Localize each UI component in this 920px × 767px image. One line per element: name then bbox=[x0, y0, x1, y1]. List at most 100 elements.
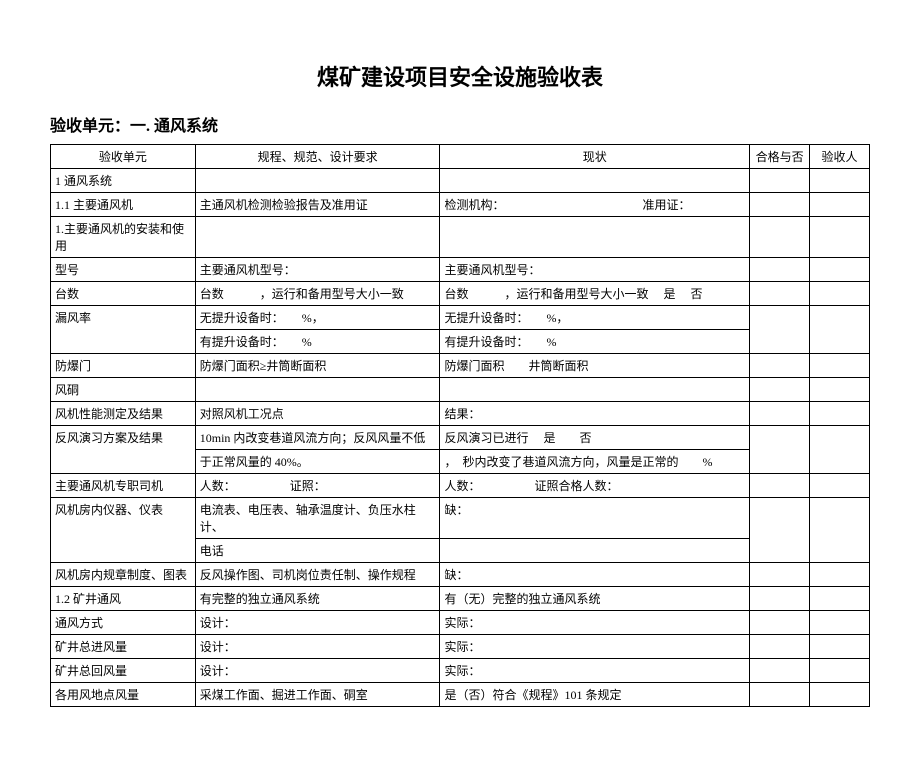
cell-pass bbox=[750, 306, 810, 354]
cell-status bbox=[440, 378, 750, 402]
table-row: 风机房内规章制度、图表反风操作图、司机岗位责任制、操作规程缺： bbox=[51, 563, 870, 587]
cell-status: 有（无）完整的独立通风系统 bbox=[440, 587, 750, 611]
table-row: 风硐 bbox=[51, 378, 870, 402]
cell-status: 是（否）符合《规程》101 条规定 bbox=[440, 683, 750, 707]
cell-requirement bbox=[195, 169, 440, 193]
table-row: 1.2 矿井通风有完整的独立通风系统有（无）完整的独立通风系统 bbox=[51, 587, 870, 611]
cell-status bbox=[440, 217, 750, 258]
cell-status: 有提升设备时： % bbox=[440, 330, 750, 354]
cell-status: 主要通风机型号： bbox=[440, 258, 750, 282]
cell-pass bbox=[750, 563, 810, 587]
table-row: 矿井总进风量设计：实际： bbox=[51, 635, 870, 659]
cell-requirement: 有完整的独立通风系统 bbox=[195, 587, 440, 611]
cell-pass bbox=[750, 683, 810, 707]
cell-inspector bbox=[810, 659, 870, 683]
cell-inspector bbox=[810, 354, 870, 378]
cell-inspector bbox=[810, 611, 870, 635]
cell-inspector bbox=[810, 498, 870, 563]
cell-status: 实际： bbox=[440, 611, 750, 635]
cell-requirement: 10min 内改变巷道风流方向；反风风量不低 bbox=[195, 426, 440, 450]
cell-requirement: 采煤工作面、掘进工作面、硐室 bbox=[195, 683, 440, 707]
cell-unit: 风机房内仪器、仪表 bbox=[51, 498, 196, 563]
cell-inspector bbox=[810, 258, 870, 282]
cell-unit: 1 通风系统 bbox=[51, 169, 196, 193]
table-row: 1.主要通风机的安装和使用 bbox=[51, 217, 870, 258]
cell-requirement: 人数： 证照： bbox=[195, 474, 440, 498]
table-row: 风机房内仪器、仪表电流表、电压表、轴承温度计、负压水柱计、缺： bbox=[51, 498, 870, 539]
cell-requirement: 于正常风量的 40%。 bbox=[195, 450, 440, 474]
cell-unit: 风机性能测定及结果 bbox=[51, 402, 196, 426]
cell-pass bbox=[750, 193, 810, 217]
cell-pass bbox=[750, 378, 810, 402]
cell-requirement: 主要通风机型号： bbox=[195, 258, 440, 282]
table-row: 漏风率无提升设备时： %，无提升设备时： %， bbox=[51, 306, 870, 330]
cell-pass bbox=[750, 635, 810, 659]
table-header-row: 验收单元 规程、规范、设计要求 现状 合格与否 验收人 bbox=[51, 145, 870, 169]
cell-inspector bbox=[810, 426, 870, 474]
cell-pass bbox=[750, 611, 810, 635]
cell-requirement: 设计： bbox=[195, 635, 440, 659]
cell-status: 防爆门面积 井筒断面积 bbox=[440, 354, 750, 378]
document-subtitle: 验收单元：一. 通风系统 bbox=[50, 112, 870, 136]
table-row: 1.1 主要通风机主通风机检测检验报告及准用证检测机构： 准用证： bbox=[51, 193, 870, 217]
cell-inspector bbox=[810, 587, 870, 611]
table-body: 1 通风系统1.1 主要通风机主通风机检测检验报告及准用证检测机构： 准用证：1… bbox=[51, 169, 870, 707]
cell-unit: 矿井总回风量 bbox=[51, 659, 196, 683]
cell-requirement bbox=[195, 217, 440, 258]
document-title: 煤矿建设项目安全设施验收表 bbox=[50, 60, 870, 92]
cell-status: 缺： bbox=[440, 563, 750, 587]
cell-pass bbox=[750, 354, 810, 378]
table-row: 防爆门防爆门面积≥井筒断面积防爆门面积 井筒断面积 bbox=[51, 354, 870, 378]
header-inspector: 验收人 bbox=[810, 145, 870, 169]
cell-status: 人数： 证照合格人数： bbox=[440, 474, 750, 498]
cell-inspector bbox=[810, 402, 870, 426]
cell-pass bbox=[750, 659, 810, 683]
cell-pass bbox=[750, 217, 810, 258]
cell-status: 缺： bbox=[440, 498, 750, 539]
cell-inspector bbox=[810, 683, 870, 707]
cell-inspector bbox=[810, 474, 870, 498]
cell-status bbox=[440, 539, 750, 563]
cell-status: 反风演习已进行 是 否 bbox=[440, 426, 750, 450]
cell-inspector bbox=[810, 635, 870, 659]
cell-requirement: 无提升设备时： %， bbox=[195, 306, 440, 330]
cell-inspector bbox=[810, 217, 870, 258]
cell-requirement bbox=[195, 378, 440, 402]
table-row: 矿井总回风量设计：实际： bbox=[51, 659, 870, 683]
cell-unit: 1.主要通风机的安装和使用 bbox=[51, 217, 196, 258]
cell-requirement: 台数 ，运行和备用型号大小一致 bbox=[195, 282, 440, 306]
cell-pass bbox=[750, 402, 810, 426]
cell-requirement: 有提升设备时： % bbox=[195, 330, 440, 354]
cell-unit: 各用风地点风量 bbox=[51, 683, 196, 707]
table-row: 各用风地点风量采煤工作面、掘进工作面、硐室是（否）符合《规程》101 条规定 bbox=[51, 683, 870, 707]
table-row: 台数台数 ，运行和备用型号大小一致台数 ，运行和备用型号大小一致 是 否 bbox=[51, 282, 870, 306]
cell-unit: 风机房内规章制度、图表 bbox=[51, 563, 196, 587]
cell-pass bbox=[750, 426, 810, 474]
table-row: 主要通风机专职司机人数： 证照：人数： 证照合格人数： bbox=[51, 474, 870, 498]
header-requirement: 规程、规范、设计要求 bbox=[195, 145, 440, 169]
cell-pass bbox=[750, 258, 810, 282]
cell-unit: 台数 bbox=[51, 282, 196, 306]
cell-requirement: 防爆门面积≥井筒断面积 bbox=[195, 354, 440, 378]
cell-pass bbox=[750, 587, 810, 611]
cell-status: 实际： bbox=[440, 659, 750, 683]
cell-requirement: 电话 bbox=[195, 539, 440, 563]
cell-status: 结果： bbox=[440, 402, 750, 426]
cell-requirement: 设计： bbox=[195, 611, 440, 635]
cell-status: 检测机构： 准用证： bbox=[440, 193, 750, 217]
cell-pass bbox=[750, 498, 810, 563]
cell-inspector bbox=[810, 282, 870, 306]
cell-status: 台数 ，运行和备用型号大小一致 是 否 bbox=[440, 282, 750, 306]
cell-pass bbox=[750, 169, 810, 193]
cell-status bbox=[440, 169, 750, 193]
cell-unit: 漏风率 bbox=[51, 306, 196, 354]
table-row: 通风方式设计：实际： bbox=[51, 611, 870, 635]
cell-unit: 反风演习方案及结果 bbox=[51, 426, 196, 474]
cell-unit: 主要通风机专职司机 bbox=[51, 474, 196, 498]
cell-requirement: 反风操作图、司机岗位责任制、操作规程 bbox=[195, 563, 440, 587]
table-row: 风机性能测定及结果对照风机工况点结果： bbox=[51, 402, 870, 426]
cell-unit: 防爆门 bbox=[51, 354, 196, 378]
header-pass: 合格与否 bbox=[750, 145, 810, 169]
table-row: 1 通风系统 bbox=[51, 169, 870, 193]
cell-inspector bbox=[810, 306, 870, 354]
